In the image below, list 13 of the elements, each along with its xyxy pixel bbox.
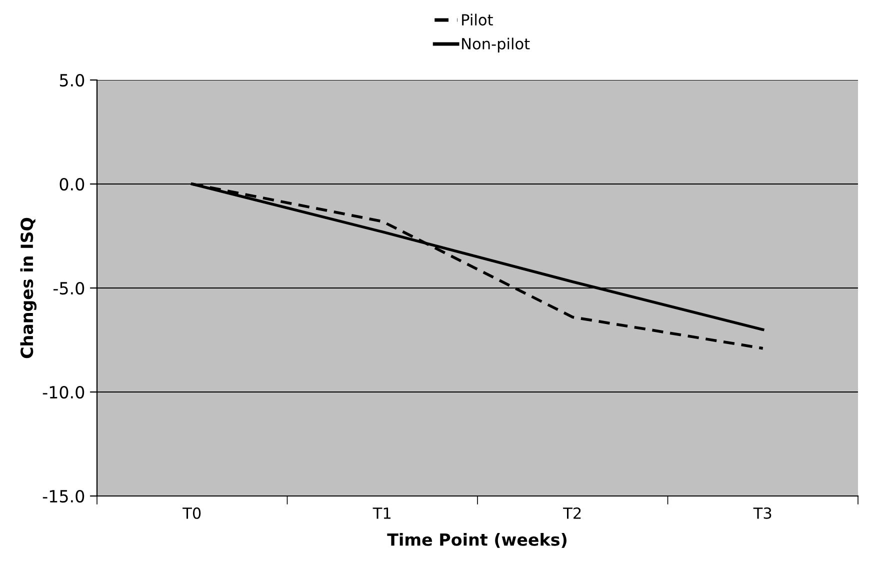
x-tick-label: T2 — [563, 507, 581, 519]
y-tick-label: -5.0 — [53, 282, 84, 295]
y-tick-label: -15.0 — [42, 490, 84, 503]
x-tick-label: T0 — [182, 507, 201, 519]
y-tick-label: 5.0 — [60, 74, 84, 87]
x-tick-label: T1 — [372, 508, 390, 519]
y-tick-label: 0.0 — [60, 178, 84, 191]
legend-label: Non-pilot — [462, 38, 530, 52]
y-tick-label: -10.0 — [42, 386, 84, 399]
x-tick-label: T3 — [753, 507, 772, 519]
legend-label: Pilot — [462, 14, 493, 26]
y-axis-title: Changes in ISQ — [20, 218, 37, 358]
x-axis-title: Time Point (weeks) — [387, 533, 566, 548]
